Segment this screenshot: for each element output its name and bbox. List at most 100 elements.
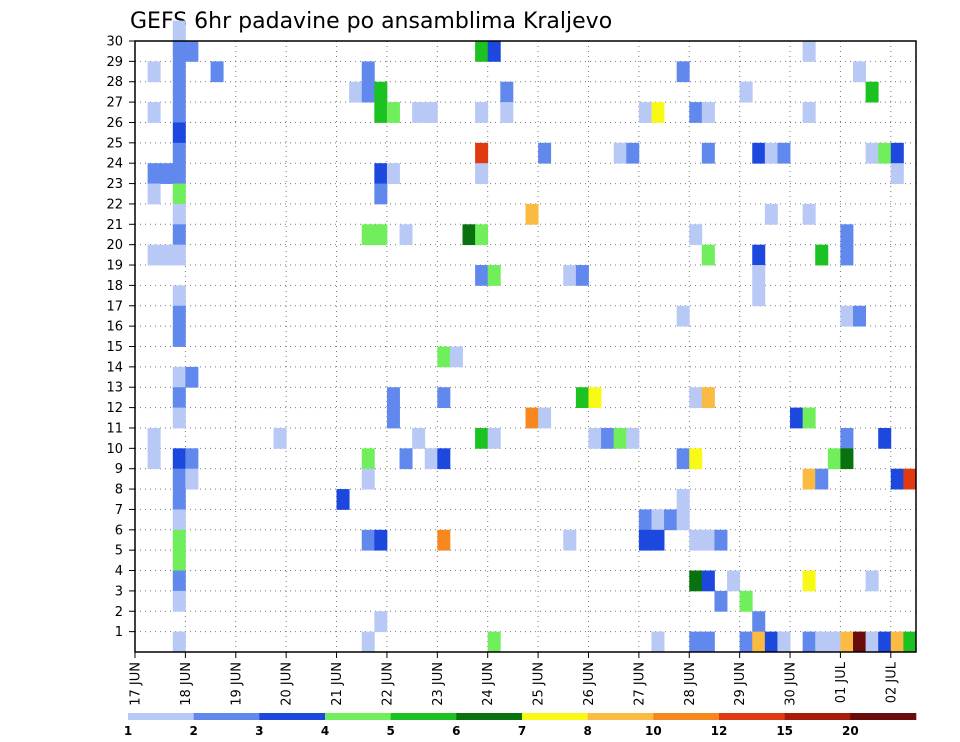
heatmap-cell: [664, 509, 678, 531]
heatmap-cell: [865, 631, 879, 653]
heatmap-cell: [538, 407, 552, 429]
heatmap-cell: [172, 285, 186, 307]
heatmap-cell: [701, 631, 715, 653]
heatmap-cell: [185, 366, 199, 388]
heatmap-cell: [651, 509, 665, 531]
heatmap-cell: [676, 509, 690, 531]
heatmap-cell: [172, 203, 186, 225]
heatmap-cell: [752, 265, 766, 286]
heatmap-cell: [764, 631, 778, 653]
heatmap-cell: [739, 631, 753, 653]
x-tick-label: 24 JUN: [481, 662, 496, 706]
heatmap-cell: [172, 142, 186, 164]
heatmap-cell: [676, 61, 690, 83]
y-tick-label: 1: [115, 625, 123, 640]
heatmap-cell: [890, 631, 904, 653]
heatmap-cell: [651, 631, 665, 653]
colorbar-swatch: [128, 713, 194, 720]
heatmap-cell: [790, 407, 804, 429]
heatmap-cell: [487, 41, 501, 62]
heatmap-cell: [689, 448, 703, 470]
heatmap-cell: [840, 244, 854, 266]
y-tick-label: 3: [115, 584, 123, 599]
heatmap-cell: [865, 142, 879, 164]
heatmap-cell: [147, 448, 161, 470]
x-tick-label: 27 JUN: [632, 662, 647, 706]
heatmap-cell: [525, 203, 539, 225]
heatmap-cell: [840, 305, 854, 327]
heatmap-cell: [802, 41, 816, 62]
y-tick-label: 16: [106, 320, 123, 335]
heatmap-cell: [147, 61, 161, 83]
colorbar-label: 8: [583, 724, 591, 738]
y-tick-label: 20: [106, 238, 123, 253]
heatmap-cell: [147, 163, 161, 184]
heatmap-cell: [374, 183, 388, 205]
heatmap-cell: [172, 122, 186, 144]
heatmap-cell: [437, 346, 451, 368]
heatmap-cell: [764, 203, 778, 225]
heatmap-cell: [172, 244, 186, 266]
heatmap-cell: [840, 631, 854, 653]
heatmap-cell: [613, 142, 627, 164]
heatmap-cell: [727, 570, 741, 592]
x-tick-label: 01 JUL: [834, 661, 849, 703]
heatmap-cell: [349, 81, 363, 103]
heatmap-cell: [802, 631, 816, 653]
cells-layer: [147, 20, 917, 653]
y-tick-label: 6: [115, 523, 123, 538]
x-tick-label: 21 JUN: [330, 662, 345, 706]
heatmap-cell: [588, 427, 602, 449]
heatmap-cell: [613, 427, 627, 449]
heatmap-cell: [361, 468, 375, 490]
heatmap-cell: [172, 448, 186, 470]
y-tick-label: 21: [106, 218, 123, 233]
heatmap-cell: [840, 427, 854, 449]
heatmap-cell: [500, 102, 514, 123]
heatmap-cell: [865, 81, 879, 103]
y-tick-label: 10: [106, 442, 123, 457]
heatmap-cell: [361, 631, 375, 653]
y-tick-label: 11: [106, 421, 123, 436]
heatmap-cell: [752, 244, 766, 266]
heatmap-cell: [147, 183, 161, 205]
heatmap-cell: [802, 102, 816, 123]
heatmap-cell: [374, 529, 388, 551]
heatmap-cell: [739, 590, 753, 612]
heatmap-cell: [412, 102, 426, 123]
heatmap-cell: [701, 142, 715, 164]
heatmap-cell: [903, 631, 917, 653]
heatmap-cell: [172, 387, 186, 408]
heatmap-cell: [487, 265, 501, 286]
heatmap-cell: [689, 387, 703, 408]
heatmap-cell: [714, 590, 728, 612]
heatmap-cell: [739, 81, 753, 103]
colorbar-label: 3: [255, 724, 263, 738]
heatmap-cell: [500, 81, 514, 103]
heatmap-cell: [361, 529, 375, 551]
colorbar-swatch: [325, 713, 391, 720]
y-axis-ticks: 1234567891011121314151617181920212223242…: [106, 35, 135, 640]
y-tick-label: 4: [115, 564, 123, 579]
y-tick-label: 29: [106, 55, 123, 70]
heatmap-cell: [172, 366, 186, 388]
heatmap-cell: [361, 448, 375, 470]
heatmap-cell: [172, 468, 186, 490]
heatmap-cell: [273, 427, 287, 449]
heatmap-cell: [752, 631, 766, 653]
heatmap-cell: [437, 448, 451, 470]
heatmap-cell: [336, 489, 350, 510]
heatmap-cell: [802, 407, 816, 429]
heatmap-cell: [487, 427, 501, 449]
colorbar-label: 2: [189, 724, 197, 738]
x-tick-label: 19 JUN: [229, 662, 244, 706]
heatmap-cell: [386, 387, 400, 408]
y-tick-label: 17: [106, 299, 123, 314]
heatmap-cell: [172, 81, 186, 103]
heatmap-cell: [172, 407, 186, 429]
heatmap-cell: [147, 244, 161, 266]
heatmap-cell: [475, 224, 489, 246]
heatmap-cell: [802, 468, 816, 490]
colorbar-swatch: [784, 713, 851, 720]
heatmap-cell: [475, 265, 489, 286]
